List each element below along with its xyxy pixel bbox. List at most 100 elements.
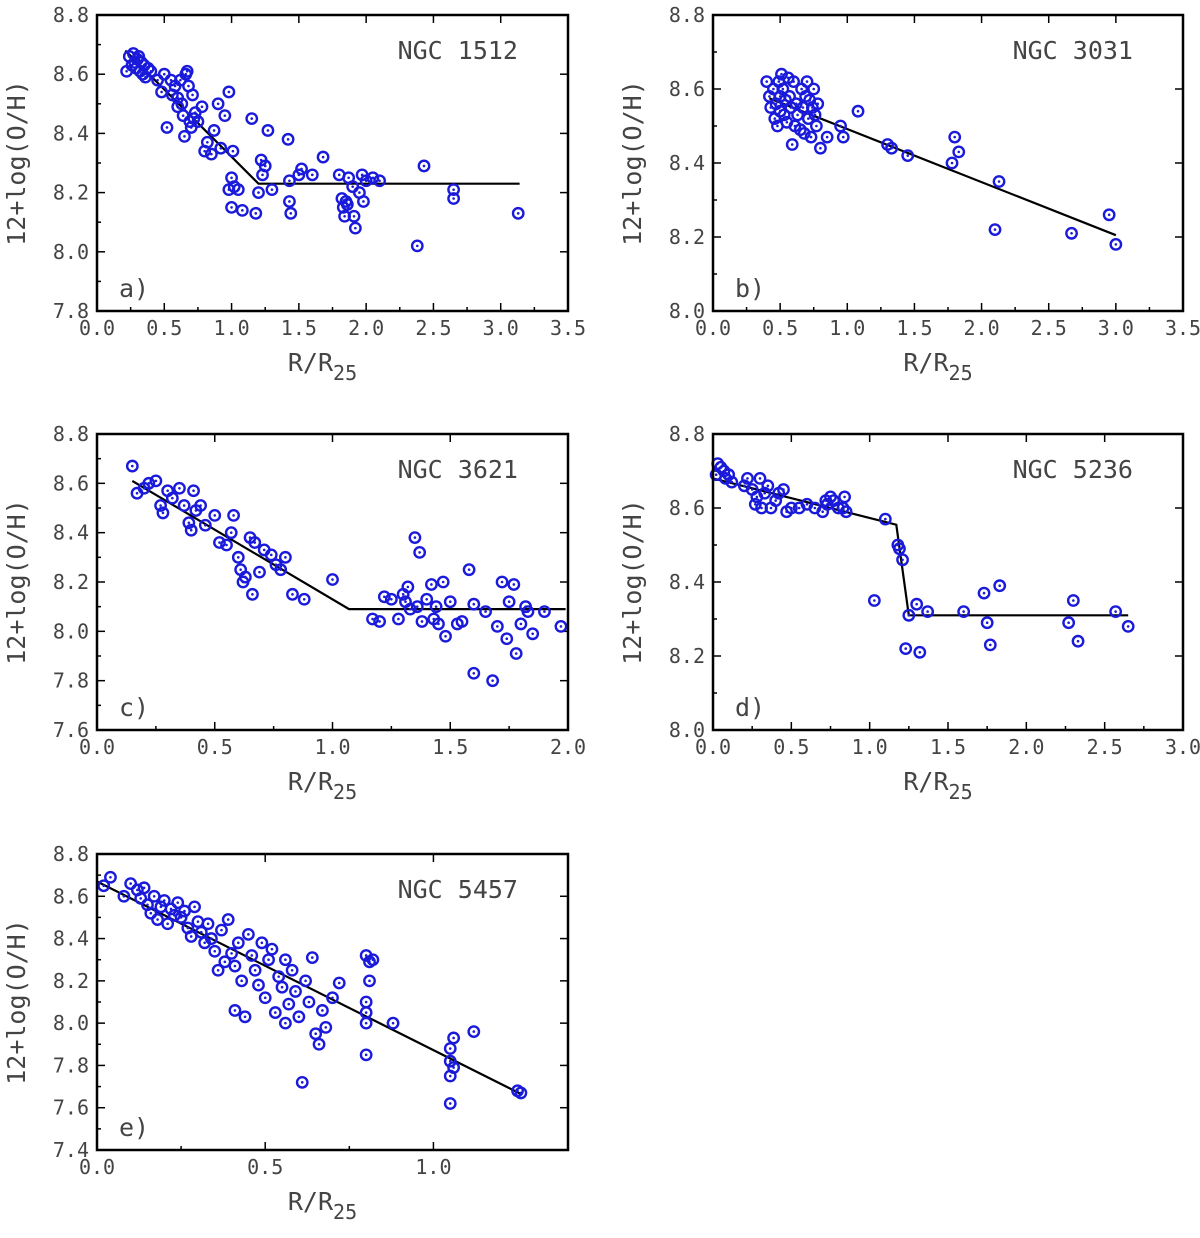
data-point-center [243, 1015, 247, 1019]
data-point-ring [312, 1037, 326, 1051]
data-point-center [284, 556, 287, 559]
data-point [814, 141, 827, 155]
data-point [467, 1025, 481, 1039]
data-point-ring [204, 147, 218, 161]
data-point-center [452, 1066, 455, 1069]
data-point [777, 483, 790, 496]
data-point [281, 132, 295, 146]
x-tick-label: 1.5 [432, 735, 468, 759]
data-point [191, 115, 205, 128]
data-point [285, 963, 299, 977]
data-point [125, 459, 139, 473]
data-point-center [218, 541, 221, 544]
data-point-ring [238, 570, 252, 584]
x-axis-label: R/R25 [288, 348, 357, 385]
data-point [142, 476, 156, 490]
data-point [231, 183, 245, 197]
data-point-center [212, 129, 216, 132]
data-point-center [758, 477, 762, 480]
data-point-ring [245, 949, 259, 962]
data-point-ring [173, 481, 186, 495]
data-point-ring [274, 563, 288, 577]
data-point-ring [283, 174, 296, 188]
data-point-center [154, 479, 158, 483]
plot-frame [711, 432, 1185, 732]
data-point [211, 963, 225, 977]
x-axis-label: R/R25 [288, 767, 357, 804]
data-point-ring [160, 121, 174, 134]
data-point-center [286, 138, 290, 141]
data-point-ring [1109, 605, 1123, 618]
data-point-center [300, 167, 303, 171]
data-point [214, 141, 228, 155]
data-point [462, 563, 476, 577]
data-point-center [233, 964, 237, 968]
data-point [439, 629, 452, 643]
data-point-center [746, 477, 749, 480]
data-point-center [362, 200, 365, 203]
data-point-ring [797, 126, 811, 140]
data-point [899, 642, 913, 655]
data-point-center [189, 126, 193, 129]
data-point [302, 995, 316, 1009]
data-point-center [266, 129, 270, 132]
data-point-center [420, 620, 424, 623]
y-tick-label: 8.6 [669, 77, 705, 101]
x-axis-label-subscript: 25 [333, 361, 357, 385]
data-point [775, 67, 788, 81]
data-point-ring [248, 536, 262, 549]
data-point-center [343, 214, 346, 218]
data-point-center [226, 918, 230, 921]
data-point-ring [514, 1086, 528, 1100]
data-point-center [898, 547, 901, 550]
data-point-center [907, 614, 911, 617]
data-point-center [352, 214, 356, 218]
data-point-center [300, 1081, 304, 1084]
data-point [447, 1061, 461, 1074]
y-tick-label: 7.8 [53, 299, 89, 323]
data-point-center [801, 106, 805, 109]
data-point-center [422, 164, 426, 168]
data-point-center [825, 135, 829, 139]
panel-letter: a) [119, 274, 149, 303]
data-point-ring [902, 608, 916, 622]
data-point-center [766, 484, 770, 488]
data-point-center [294, 990, 297, 993]
data-point-ring [447, 183, 461, 197]
data-point-ring [834, 119, 847, 133]
x-tick-label: 2.5 [1087, 735, 1123, 759]
data-point-center [884, 517, 887, 521]
data-point [507, 578, 521, 591]
data-point [261, 124, 275, 137]
x-tick-label: 0.0 [695, 316, 731, 340]
data-point-ring [278, 953, 292, 967]
data-point [1065, 226, 1078, 240]
x-tick-label: 1.5 [896, 316, 932, 340]
data-point-ring [800, 75, 814, 89]
data-point-ring [141, 61, 155, 75]
data-point-center [364, 1053, 368, 1057]
data-point [316, 150, 330, 164]
data-point [948, 130, 962, 144]
data-point-center [216, 968, 220, 972]
data-point-ring [415, 615, 429, 628]
data-point-center [371, 176, 375, 180]
data-point-center [223, 114, 227, 117]
data-point [357, 195, 370, 208]
data-point-center [307, 1000, 311, 1004]
data-point-center [270, 947, 274, 951]
data-point-ring [285, 963, 299, 977]
data-point [274, 563, 288, 577]
x-tick-label: 0.5 [762, 316, 798, 340]
data-point-center [873, 599, 876, 602]
data-point [208, 944, 222, 958]
data-point-center [383, 595, 386, 599]
data-point-center [785, 121, 789, 124]
data-point-center [368, 979, 371, 983]
data-point-ring [913, 645, 927, 659]
data-point-center [187, 521, 191, 525]
data-point-center [324, 1026, 328, 1029]
y-tick-label: 8.2 [53, 969, 89, 993]
data-point [885, 141, 898, 155]
data-point [509, 647, 523, 660]
